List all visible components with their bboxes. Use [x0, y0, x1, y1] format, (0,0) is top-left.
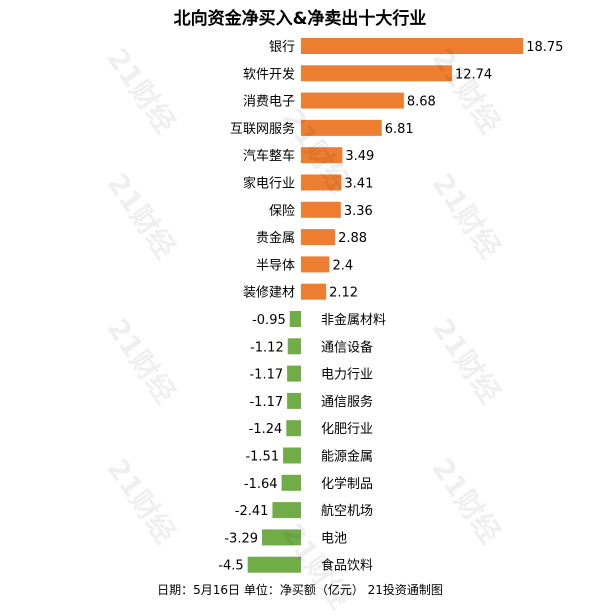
value-label: -2.41	[235, 504, 269, 519]
bar-通信设备	[287, 338, 301, 355]
bar-chart: 银行 18.75 软件开发 12.74 消费电子 8.68 互联网服务 6.81 汽车整车 3.4…	[218, 38, 563, 574]
category-label: 电池	[321, 531, 347, 546]
value-label: -1.64	[244, 477, 278, 492]
value-label: 18.75	[526, 40, 563, 55]
bar-非金属材料	[289, 311, 301, 327]
value-label: -1.12	[250, 340, 284, 355]
value-label: -1.24	[249, 422, 283, 437]
category-label: 化肥行业	[321, 422, 373, 437]
bar-汽车整车	[301, 147, 343, 164]
category-label: 家电行业	[243, 176, 295, 192]
bar-银行	[301, 38, 524, 54]
value-label: 12.74	[455, 67, 492, 82]
category-label: 电力行业	[321, 368, 373, 383]
bar-能源金属	[283, 447, 301, 464]
value-label: 2.12	[329, 286, 358, 301]
bar-互联网服务	[301, 119, 382, 136]
value-label: 8.68	[407, 95, 436, 110]
bar-航空机场	[272, 502, 301, 519]
category-label: 通信服务	[321, 394, 373, 410]
category-label: 能源金属	[321, 449, 373, 465]
bar-电力行业	[287, 365, 301, 382]
value-label: 3.41	[344, 177, 373, 192]
value-label: 3.49	[345, 149, 374, 164]
category-label: 化学制品	[321, 476, 373, 492]
category-label: 装修建材	[243, 286, 295, 301]
value-label: 6.81	[385, 122, 414, 137]
footer-note: 日期：5月16日 单位：净买额（亿元） 21投资通制图	[157, 583, 443, 597]
category-label: 航空机场	[321, 503, 373, 519]
value-label: -1.51	[245, 450, 279, 465]
chart-title: 北向资金净买入&净卖出十大行业	[173, 9, 427, 29]
bar-消费电子	[301, 92, 404, 109]
bar-化学制品	[281, 474, 301, 491]
bar-家电行业	[301, 174, 342, 191]
category-label: 软件开发	[243, 66, 295, 82]
value-label: -1.17	[249, 395, 283, 410]
bar-装修建材	[301, 283, 327, 300]
category-label: 半导体	[256, 258, 295, 273]
category-label: 消费电子	[243, 95, 295, 110]
category-label: 银行	[269, 40, 295, 55]
category-label: 汽车整车	[243, 148, 295, 164]
category-label: 非金属材料	[321, 312, 386, 328]
value-label: -1.17	[249, 368, 283, 383]
bar-软件开发	[301, 65, 452, 82]
bar-电池	[262, 529, 301, 546]
bar-通信服务	[287, 392, 301, 409]
value-label: 3.36	[344, 204, 373, 219]
category-label: 食品饮料	[321, 558, 373, 574]
category-label: 保险	[269, 204, 295, 219]
bar-保险	[301, 201, 341, 218]
bar-化肥行业	[286, 420, 301, 437]
category-label: 通信设备	[321, 339, 373, 355]
value-label: -3.29	[224, 531, 258, 546]
bar-贵金属	[301, 229, 336, 246]
value-label: -4.5	[218, 559, 243, 574]
value-label: 2.4	[332, 258, 353, 273]
category-label: 贵金属	[256, 230, 295, 246]
value-label: 2.88	[338, 231, 367, 246]
bar-食品饮料	[247, 556, 301, 573]
bar-半导体	[301, 256, 330, 273]
category-label: 互联网服务	[230, 121, 295, 137]
value-label: -0.95	[252, 313, 286, 328]
